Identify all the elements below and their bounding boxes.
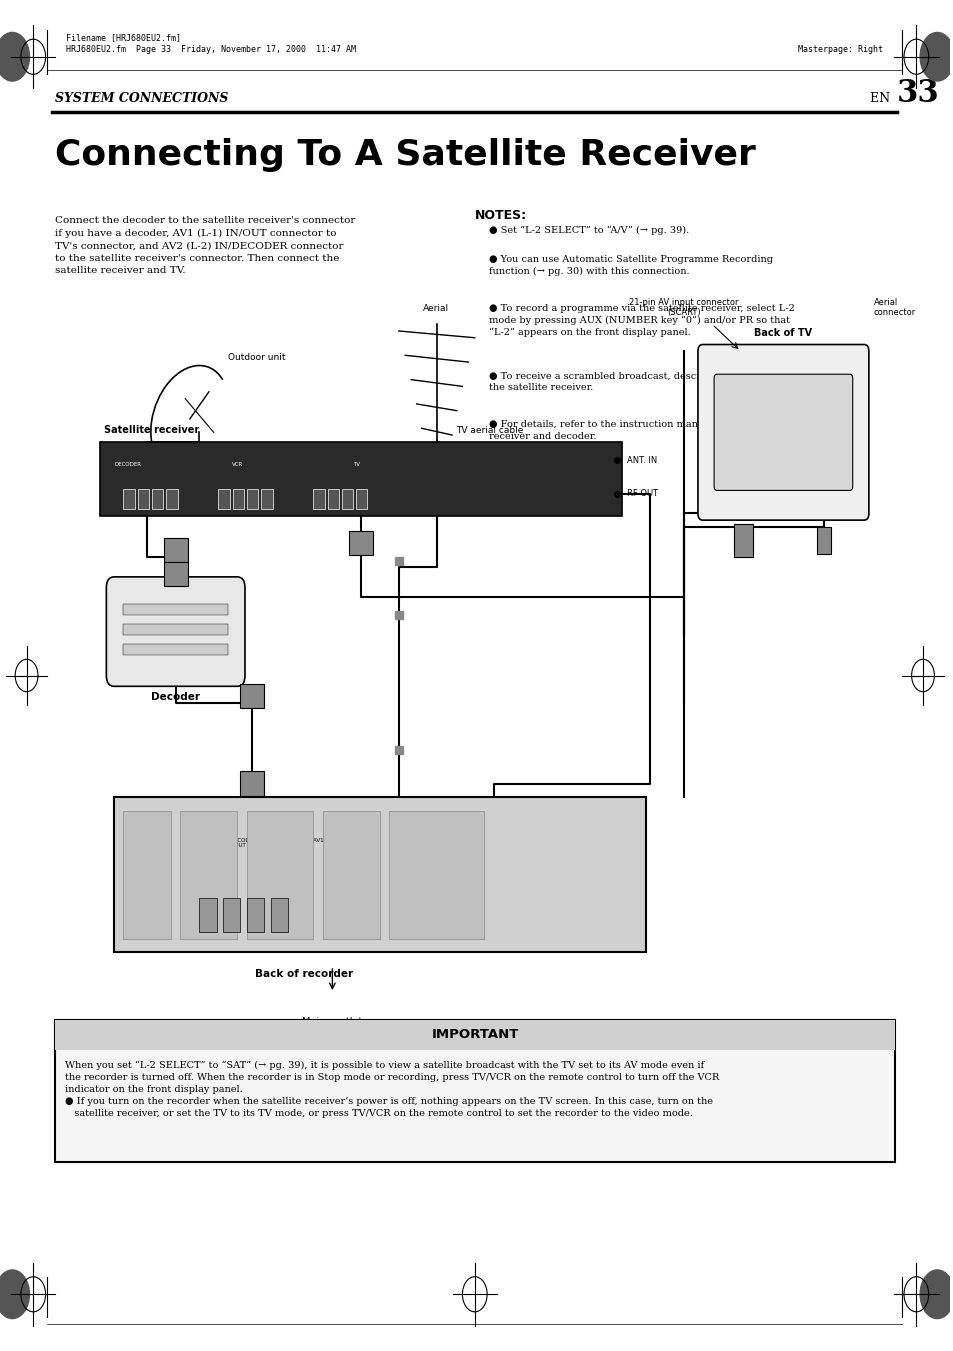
Bar (247, 811, 313, 939)
Bar (322, 811, 379, 939)
Circle shape (920, 1270, 953, 1319)
Text: AV1  IN/DECODER
      INPUT: AV1 IN/DECODER INPUT (313, 838, 361, 848)
FancyBboxPatch shape (100, 442, 621, 516)
Text: AV1  IN/DECODER
      INPUT: AV1 IN/DECODER INPUT (208, 838, 256, 848)
Bar (55, 1020, 895, 1162)
Bar (123, 644, 228, 655)
Bar (355, 489, 367, 509)
Text: ● Set “L-2 SELECT” to “A/V” (→ pg. 39).: ● Set “L-2 SELECT” to “A/V” (→ pg. 39). (489, 226, 689, 235)
FancyBboxPatch shape (164, 562, 188, 586)
Text: IMPORTANT: IMPORTANT (431, 1028, 518, 1042)
Bar (261, 489, 273, 509)
Circle shape (0, 1270, 30, 1319)
Bar (55, 1020, 895, 1050)
Text: Filename [HRJ680EU2.fm]: Filename [HRJ680EU2.fm] (67, 34, 181, 42)
FancyBboxPatch shape (113, 797, 645, 952)
Text: Back of recorder: Back of recorder (254, 969, 353, 978)
Text: RF OUT: RF OUT (626, 489, 658, 499)
Text: ANT. IN: ANT. IN (626, 455, 657, 465)
Bar (166, 489, 177, 509)
FancyBboxPatch shape (349, 531, 373, 555)
Text: ● To record a programme via the satellite receiver, select L-2
mode by pressing : ● To record a programme via the satellit… (489, 304, 794, 338)
FancyBboxPatch shape (698, 345, 868, 520)
Text: Connecting To A Satellite Receiver: Connecting To A Satellite Receiver (55, 138, 755, 172)
Text: Decoder: Decoder (151, 692, 200, 701)
Text: EN: EN (869, 92, 894, 105)
Circle shape (920, 32, 953, 81)
Text: When you set “L-2 SELECT” to “SAT” (→ pg. 39), it is possible to view a satellit: When you set “L-2 SELECT” to “SAT” (→ pg… (65, 1061, 718, 1119)
Text: Outdoor unit: Outdoor unit (228, 353, 285, 362)
Text: NOTES:: NOTES: (475, 209, 526, 223)
Bar (199, 898, 216, 932)
Bar (341, 489, 353, 509)
Bar (123, 624, 228, 635)
Text: 33: 33 (896, 78, 938, 109)
FancyBboxPatch shape (816, 527, 830, 554)
Text: ● To receive a scrambled broadcast, descramble the signal with
the satellite rec: ● To receive a scrambled broadcast, desc… (489, 372, 807, 392)
Text: Satellite receiver: Satellite receiver (104, 426, 199, 435)
Text: Mains outlet: Mains outlet (302, 1017, 362, 1027)
Bar (247, 898, 264, 932)
Circle shape (0, 32, 30, 81)
FancyBboxPatch shape (239, 684, 263, 708)
Text: Masterpage: Right: Masterpage: Right (798, 46, 882, 54)
Bar (247, 489, 258, 509)
Bar (223, 898, 240, 932)
Bar (123, 604, 228, 615)
Text: DECODER: DECODER (114, 462, 142, 466)
FancyBboxPatch shape (239, 771, 263, 796)
Text: TV: TV (353, 462, 359, 466)
FancyBboxPatch shape (714, 374, 852, 490)
Text: 21-pin AV input connector
(SCART): 21-pin AV input connector (SCART) (628, 299, 738, 317)
Text: VCR: VCR (232, 462, 243, 466)
Text: TV aerial cable: TV aerial cable (456, 426, 522, 435)
FancyBboxPatch shape (733, 523, 752, 558)
Bar (389, 811, 484, 939)
Bar (123, 489, 134, 509)
Bar (313, 489, 324, 509)
Text: Aerial
connector: Aerial connector (873, 299, 915, 317)
Bar (137, 489, 149, 509)
Bar (327, 489, 338, 509)
Text: ● For details, refer to the instruction manual for the satellite
receiver and de: ● For details, refer to the instruction … (489, 420, 791, 440)
Text: Aerial: Aerial (422, 304, 448, 313)
Text: ● You can use Automatic Satellite Programme Recording
function (→ pg. 30) with t: ● You can use Automatic Satellite Progra… (489, 255, 772, 277)
Bar (233, 489, 244, 509)
Text: HRJ680EU2.fm  Page 33  Friday, November 17, 2000  11:47 AM: HRJ680EU2.fm Page 33 Friday, November 17… (67, 46, 356, 54)
FancyBboxPatch shape (164, 538, 188, 562)
Bar (123, 811, 171, 939)
Bar (271, 898, 288, 932)
Bar (218, 489, 230, 509)
Bar (152, 489, 163, 509)
Text: Connect the decoder to the satellite receiver's connector
if you have a decoder,: Connect the decoder to the satellite rec… (55, 216, 355, 276)
FancyBboxPatch shape (106, 577, 245, 686)
Text: SYSTEM CONNECTIONS: SYSTEM CONNECTIONS (55, 92, 228, 105)
Text: Satellite cable: Satellite cable (171, 457, 235, 466)
Text: Back of TV: Back of TV (754, 328, 812, 338)
Bar (180, 811, 237, 939)
